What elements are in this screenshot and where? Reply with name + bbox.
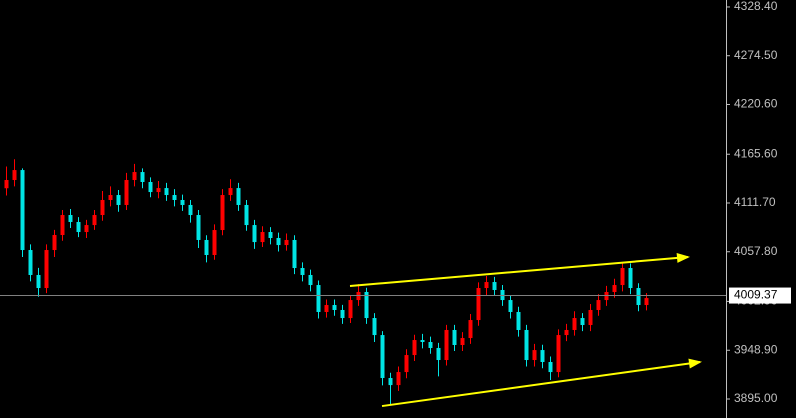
candle-body [76, 221, 81, 233]
current-price-label: 4009.37 [734, 288, 778, 302]
candle-body [452, 329, 457, 346]
y-tick-label: 4328.40 [734, 0, 778, 13]
candle-body [68, 215, 73, 222]
candle-body [284, 239, 289, 246]
trendline-arrow [676, 252, 690, 263]
candle-body [140, 172, 145, 182]
trendline-arrow [688, 358, 702, 369]
candle-body [332, 305, 337, 310]
candle-body [612, 285, 617, 292]
candle-body [436, 347, 441, 361]
candle-body [124, 180, 129, 205]
candle-body [500, 290, 505, 301]
candle-body [532, 350, 537, 361]
trendline [381, 361, 701, 408]
candle-body [292, 239, 297, 269]
candle-body [420, 340, 425, 343]
y-tick-label: 4165.60 [734, 146, 778, 160]
candle-body [516, 311, 521, 330]
candle-body [100, 199, 105, 216]
candle-body [468, 320, 473, 339]
candle-body [404, 355, 409, 373]
candle-body [380, 335, 385, 379]
candle-body [108, 195, 113, 200]
candle-body [564, 329, 569, 336]
candle-body [180, 199, 185, 205]
candle-body [580, 318, 585, 326]
candle-body [60, 215, 65, 236]
candle-body [260, 232, 265, 243]
y-tick-label: 3948.90 [734, 342, 778, 356]
candle-body [444, 329, 449, 361]
candle-body [476, 288, 481, 321]
candle-body [364, 291, 369, 319]
y-tick-label: 3895.00 [734, 391, 778, 405]
candle-body [116, 195, 121, 205]
candle-body [412, 340, 417, 356]
candle-body [396, 372, 401, 386]
y-tick-label: 4220.60 [734, 97, 778, 111]
candle-body [460, 338, 465, 346]
candle-body [588, 309, 593, 326]
candle-body [348, 300, 353, 319]
candle-body [36, 274, 41, 289]
candle-body [84, 225, 89, 233]
candle-body [52, 235, 57, 251]
candle-body [300, 268, 305, 275]
candle-body [276, 237, 281, 246]
y-tick-label: 4057.80 [734, 244, 778, 258]
candle-body [188, 204, 193, 216]
candle-body [572, 318, 577, 330]
candle-body [548, 362, 553, 373]
candle-body [220, 195, 225, 231]
candle-body [172, 195, 177, 200]
candle-body [340, 309, 345, 319]
candle-body [148, 181, 153, 193]
y-tick-label: 4274.50 [734, 48, 778, 62]
candle-body [28, 250, 33, 275]
candle-body [596, 300, 601, 310]
candle-body [540, 350, 545, 363]
candle-body [244, 204, 249, 226]
candle-body [204, 239, 209, 255]
candle-body [228, 188, 233, 196]
candle-body [308, 274, 313, 286]
candle-body [4, 180, 9, 189]
candle-body [628, 268, 633, 289]
candle-body [644, 298, 649, 306]
candle-body [508, 300, 513, 312]
candle-body [484, 282, 489, 289]
candle-body [636, 288, 641, 306]
candle-body [196, 215, 201, 240]
candle-body [268, 232, 273, 238]
candle-body [212, 230, 217, 255]
candle-body [492, 282, 497, 291]
candle-body [156, 188, 161, 193]
candle-body [44, 250, 49, 289]
candle-body [428, 342, 433, 348]
current-price-box [729, 287, 791, 304]
candle-body [20, 170, 25, 251]
candle-body [12, 170, 17, 181]
candle-body [164, 188, 169, 196]
candle-body [556, 335, 561, 373]
candle-body [620, 268, 625, 286]
candle-body [236, 188, 241, 205]
candle-body [372, 318, 377, 336]
candle-body [324, 305, 329, 312]
candle-body [316, 285, 321, 312]
candle-body [252, 225, 257, 243]
candle-body [92, 215, 97, 226]
candle-body [388, 378, 393, 386]
candle-body [132, 172, 137, 181]
candle-body [524, 329, 529, 361]
trendline [349, 255, 689, 288]
y-tick-label: 4111.70 [734, 195, 776, 209]
